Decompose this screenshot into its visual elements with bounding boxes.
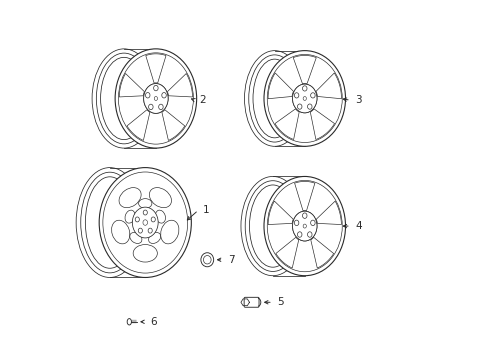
Ellipse shape	[307, 104, 311, 109]
Ellipse shape	[292, 84, 316, 113]
Polygon shape	[119, 73, 144, 97]
Polygon shape	[267, 201, 293, 225]
Ellipse shape	[297, 232, 302, 237]
Polygon shape	[162, 110, 184, 140]
Ellipse shape	[294, 220, 298, 226]
Ellipse shape	[132, 207, 158, 238]
Ellipse shape	[151, 217, 155, 222]
Polygon shape	[310, 237, 333, 268]
Polygon shape	[167, 73, 192, 97]
Ellipse shape	[162, 93, 166, 98]
Text: 6: 6	[149, 317, 156, 327]
Polygon shape	[145, 54, 166, 83]
Ellipse shape	[135, 217, 139, 222]
Ellipse shape	[145, 93, 150, 98]
Ellipse shape	[310, 220, 314, 226]
Ellipse shape	[294, 93, 298, 98]
Text: 3: 3	[355, 95, 361, 105]
Ellipse shape	[264, 51, 345, 146]
Ellipse shape	[99, 168, 191, 278]
Ellipse shape	[143, 210, 147, 215]
Ellipse shape	[143, 84, 168, 113]
Ellipse shape	[145, 93, 150, 98]
Ellipse shape	[153, 85, 158, 91]
Ellipse shape	[158, 104, 163, 110]
Ellipse shape	[302, 213, 306, 219]
Polygon shape	[293, 55, 316, 84]
Ellipse shape	[138, 228, 142, 233]
Ellipse shape	[302, 213, 306, 219]
Ellipse shape	[158, 104, 163, 110]
Ellipse shape	[292, 211, 316, 241]
Text: 7: 7	[227, 255, 234, 265]
Ellipse shape	[292, 211, 316, 241]
Ellipse shape	[148, 104, 153, 110]
Ellipse shape	[310, 93, 314, 98]
Text: 1: 1	[203, 205, 209, 215]
Ellipse shape	[302, 86, 306, 91]
Ellipse shape	[307, 104, 311, 109]
Ellipse shape	[302, 86, 306, 91]
Ellipse shape	[294, 220, 298, 226]
Text: 5: 5	[277, 297, 284, 307]
Polygon shape	[294, 181, 314, 211]
Polygon shape	[316, 201, 341, 225]
Ellipse shape	[297, 232, 302, 237]
Ellipse shape	[297, 104, 302, 109]
Ellipse shape	[307, 232, 311, 237]
Polygon shape	[315, 73, 341, 99]
Text: 4: 4	[355, 221, 361, 231]
Ellipse shape	[310, 93, 314, 98]
Ellipse shape	[115, 49, 196, 148]
Text: 2: 2	[199, 95, 205, 105]
Ellipse shape	[292, 84, 316, 113]
Ellipse shape	[310, 220, 314, 226]
Ellipse shape	[297, 104, 302, 109]
Polygon shape	[274, 109, 299, 140]
Polygon shape	[275, 237, 298, 268]
Ellipse shape	[148, 104, 153, 110]
Ellipse shape	[307, 232, 311, 237]
Polygon shape	[127, 110, 149, 140]
Ellipse shape	[264, 176, 345, 276]
Ellipse shape	[294, 93, 298, 98]
Ellipse shape	[148, 228, 152, 233]
Polygon shape	[267, 73, 293, 99]
Ellipse shape	[143, 84, 168, 113]
Ellipse shape	[162, 93, 166, 98]
Ellipse shape	[153, 85, 158, 91]
Polygon shape	[310, 109, 334, 140]
